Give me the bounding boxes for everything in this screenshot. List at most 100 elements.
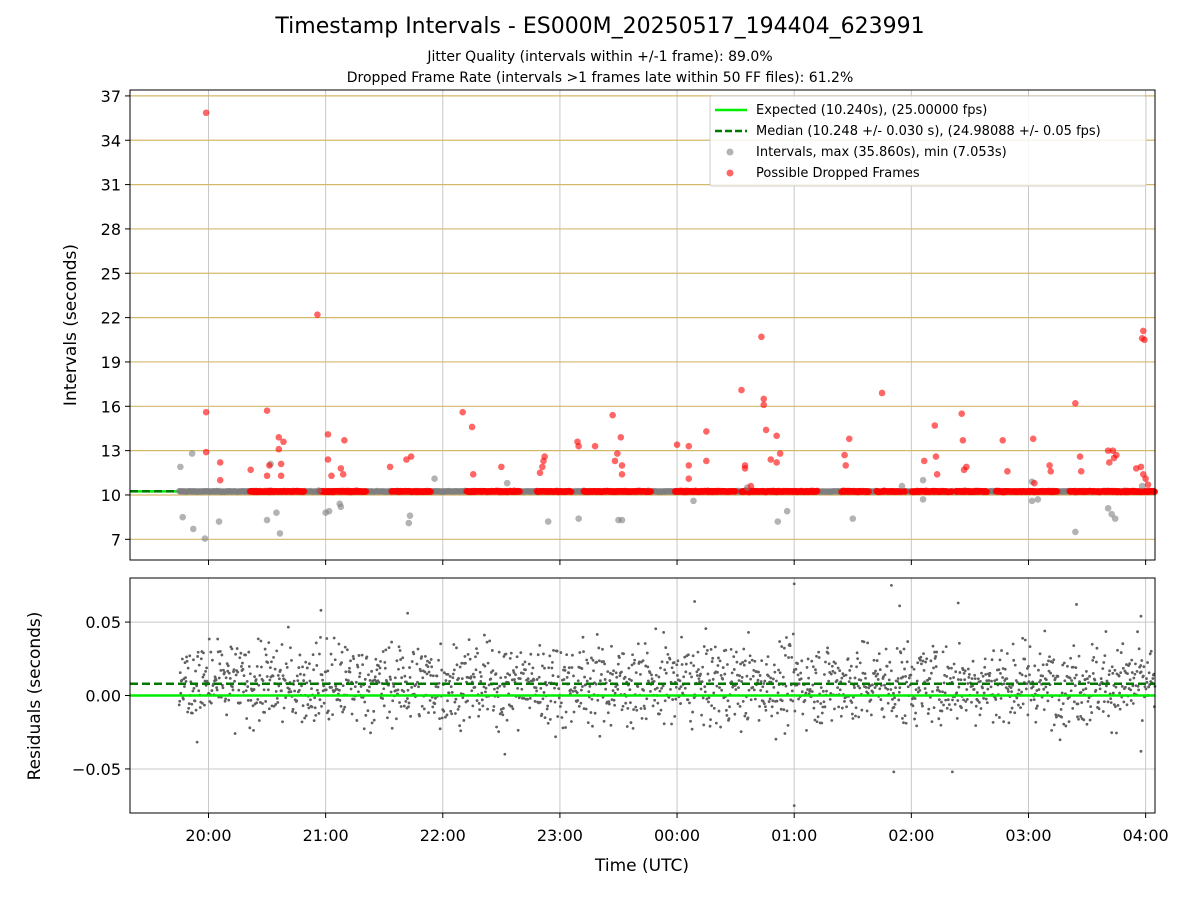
legend-median-label: Median (10.248 +/- 0.030 s), (24.98088 +… [756,124,1101,139]
residual-point [388,710,391,714]
residual-point [239,651,243,655]
residual-point [1089,705,1093,709]
residual-point [459,729,463,733]
residual-point [944,645,948,648]
residual-point [322,701,326,705]
residual-point [990,658,994,662]
residual-point [423,655,427,658]
residual-point [245,717,249,720]
residual-point [249,698,253,702]
dropped-outlier-point [1077,468,1085,475]
residual-point [840,706,844,710]
dropped-frame-point [814,487,821,494]
residual-point [752,668,756,672]
residual-point [301,704,305,708]
residual-point [697,677,701,681]
residual-point [810,659,814,663]
dropped-outlier-point [703,457,710,465]
residual-point [1082,718,1086,722]
residual-point [360,653,364,657]
dropped-outlier-point [931,422,939,429]
dropped-frame-point [647,488,655,495]
residual-point [368,678,372,682]
residual-point [965,688,969,691]
residual-point [406,697,409,700]
dropped-outlier-point [614,450,621,457]
residual-point [816,700,819,703]
residual-point [836,686,840,690]
residual-point [1073,684,1077,687]
residual-point [528,696,532,700]
residual-point [1043,629,1047,633]
residual-point [1041,674,1045,678]
dropped-outlier-point [1076,453,1084,460]
residual-point [778,671,782,675]
residual-point [287,690,291,694]
dropped-outlier-point [673,441,681,449]
residual-point [706,672,710,676]
residual-point [491,708,495,712]
residual-point [1034,706,1038,710]
residual-point [1131,684,1135,688]
dropped-outlier-point [1109,447,1117,454]
residual-point [939,723,943,727]
residual-point [886,687,890,691]
legend-expected-label: Expected (10.240s), (25.00000 fps) [756,103,987,118]
residual-point [452,668,456,672]
residual-point [877,652,881,656]
residual-point [812,706,816,710]
residual-point [577,704,581,708]
residual-point [642,688,646,692]
residual-point [197,689,201,693]
residual-point [1147,685,1151,689]
residual-point [854,714,857,718]
residual-point [516,728,520,732]
residual-point [516,686,520,690]
residual-point [343,705,347,709]
residual-point [612,669,615,673]
residual-point [878,687,882,691]
residual-point [860,708,864,712]
residual-point [855,651,859,655]
residual-point [273,667,277,671]
residual-point [219,669,223,672]
residual-point [244,653,248,657]
residual-point [1021,702,1025,706]
residual-point [906,640,910,643]
residual-point [257,719,261,722]
residual-point [793,709,797,713]
residual-extreme-point [792,582,796,586]
residual-point [291,710,294,713]
dropped-frame-point [1054,488,1061,495]
residual-point [819,686,823,690]
residual-point [1003,667,1007,671]
residual-point [351,654,355,658]
residual-point [444,715,447,719]
residual-point [786,724,790,727]
residual-point [962,698,965,702]
residual-point [469,675,473,679]
residual-point [422,707,426,711]
residual-point [241,667,245,671]
residual-point [843,699,846,703]
residual-point [758,704,761,708]
residual-point [921,704,924,708]
residual-point [546,704,550,708]
residual-point [954,670,958,674]
residual-point [1010,706,1014,710]
residual-point [893,702,897,706]
dropped-outlier-point [758,333,765,341]
residual-point [699,672,702,676]
residual-point [345,648,349,652]
residual-point [407,701,411,705]
residual-point [1141,674,1145,678]
residual-point [272,704,276,708]
interval-outlier-point [315,487,322,494]
residual-point [701,665,705,669]
dropped-outlier-point [617,434,625,441]
residual-point [858,686,862,690]
residual-point [713,645,717,649]
residual-point [1103,690,1107,694]
residual-extreme-point [950,770,954,774]
residual-point [400,676,404,680]
